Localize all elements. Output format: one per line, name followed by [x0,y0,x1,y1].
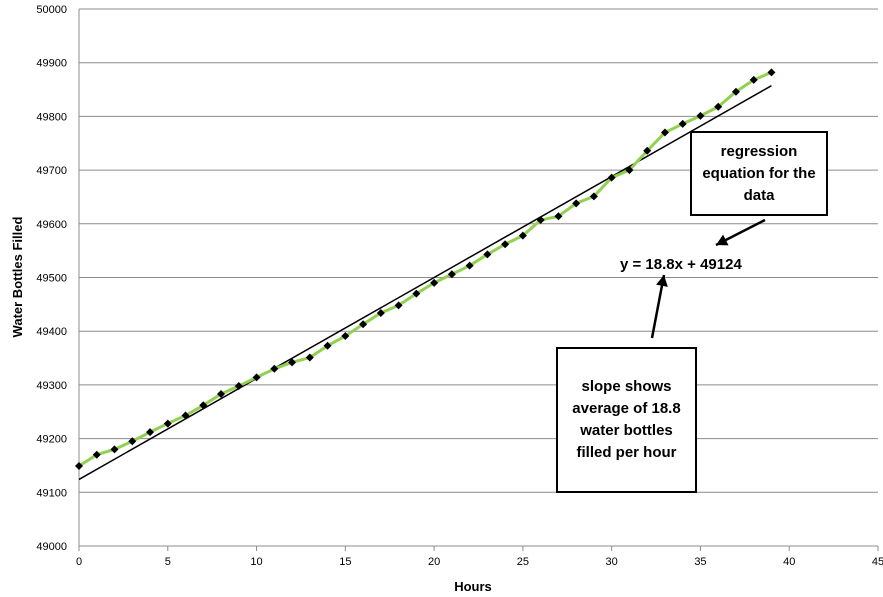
slope-arrow-head [656,275,668,287]
x-tick-label: 25 [517,556,529,568]
data-point [252,373,261,382]
data-point [163,419,172,428]
x-tick-label: 30 [606,556,618,568]
data-point [731,87,740,96]
data-point [465,261,474,270]
data-point [341,332,350,341]
y-tick-label: 49000 [36,541,67,553]
x-tick-label: 40 [783,556,795,568]
data-point [270,364,279,373]
data-point [430,278,439,287]
regression-equation-label: y = 18.8x + 49124 [620,256,742,273]
x-axis-title: Hours [454,579,492,594]
regression-annotation-box: regression equation for the data [690,131,828,216]
data-point [412,289,421,298]
y-tick-label: 49400 [36,326,67,338]
plot-area [78,9,878,547]
y-tick-label: 49500 [36,273,67,285]
x-tick-label: 45 [872,556,883,568]
regression-arrow-head [716,234,729,246]
regression-annotation-text: regression equation for the data [702,142,816,204]
data-point [483,250,492,259]
data-point [518,231,527,240]
trendline-group [78,85,772,481]
data-point [572,199,581,208]
data-point [501,240,510,249]
y-tick-label: 50000 [36,4,67,16]
data-point [643,146,652,155]
y-tick-label: 49100 [36,487,67,499]
data-point [394,301,403,310]
series-group [75,68,776,470]
trendline [78,85,772,481]
data-point [199,401,208,410]
y-axis-ticks: 49000 49100 49200 49300 49400 49500 49600 49700… [36,4,67,553]
x-tick-label: 0 [76,556,82,568]
data-point [146,428,155,437]
x-tick-label: 10 [250,556,262,568]
data-point [767,68,776,77]
x-tick-label: 35 [694,556,706,568]
data-point [75,461,83,470]
data-point [749,75,758,84]
data-point [288,358,297,367]
x-tick-label: 5 [165,556,171,568]
data-point [607,173,616,182]
data-point [447,270,456,279]
data-point [660,128,669,137]
y-tick-label: 49800 [36,111,67,123]
data-point [536,216,545,225]
gridlines [79,8,878,547]
slope-annotation-text: slope shows average of 18.8 water bottle… [572,378,681,461]
annotation-arrows [650,218,766,339]
data-point [714,102,723,111]
y-axis-title: Water Bottles Filled [10,217,25,338]
data-point [181,411,190,420]
data-point [217,390,226,399]
data-point [128,437,137,446]
x-axis-ticks: 0 5 10 15 20 25 30 35 40 45 [76,546,883,568]
y-tick-label: 49200 [36,434,67,446]
x-tick-label: 15 [339,556,351,568]
data-point [589,192,598,201]
data-point [92,450,101,459]
data-point [376,308,385,317]
data-point [234,381,243,390]
y-tick-label: 49600 [36,219,67,231]
data-point [554,212,563,221]
x-tick-label: 20 [428,556,440,568]
data-point [323,341,332,350]
y-tick-label: 49900 [36,58,67,70]
data-point [678,119,687,128]
y-tick-label: 49700 [36,165,67,177]
data-point [696,111,705,120]
data-point [359,320,368,329]
data-point [305,353,314,362]
data-point [110,445,119,454]
data-point [625,166,634,175]
series-line [78,70,773,468]
y-tick-label: 49300 [36,380,67,392]
slope-annotation-box: slope shows average of 18.8 water bottle… [556,347,697,493]
